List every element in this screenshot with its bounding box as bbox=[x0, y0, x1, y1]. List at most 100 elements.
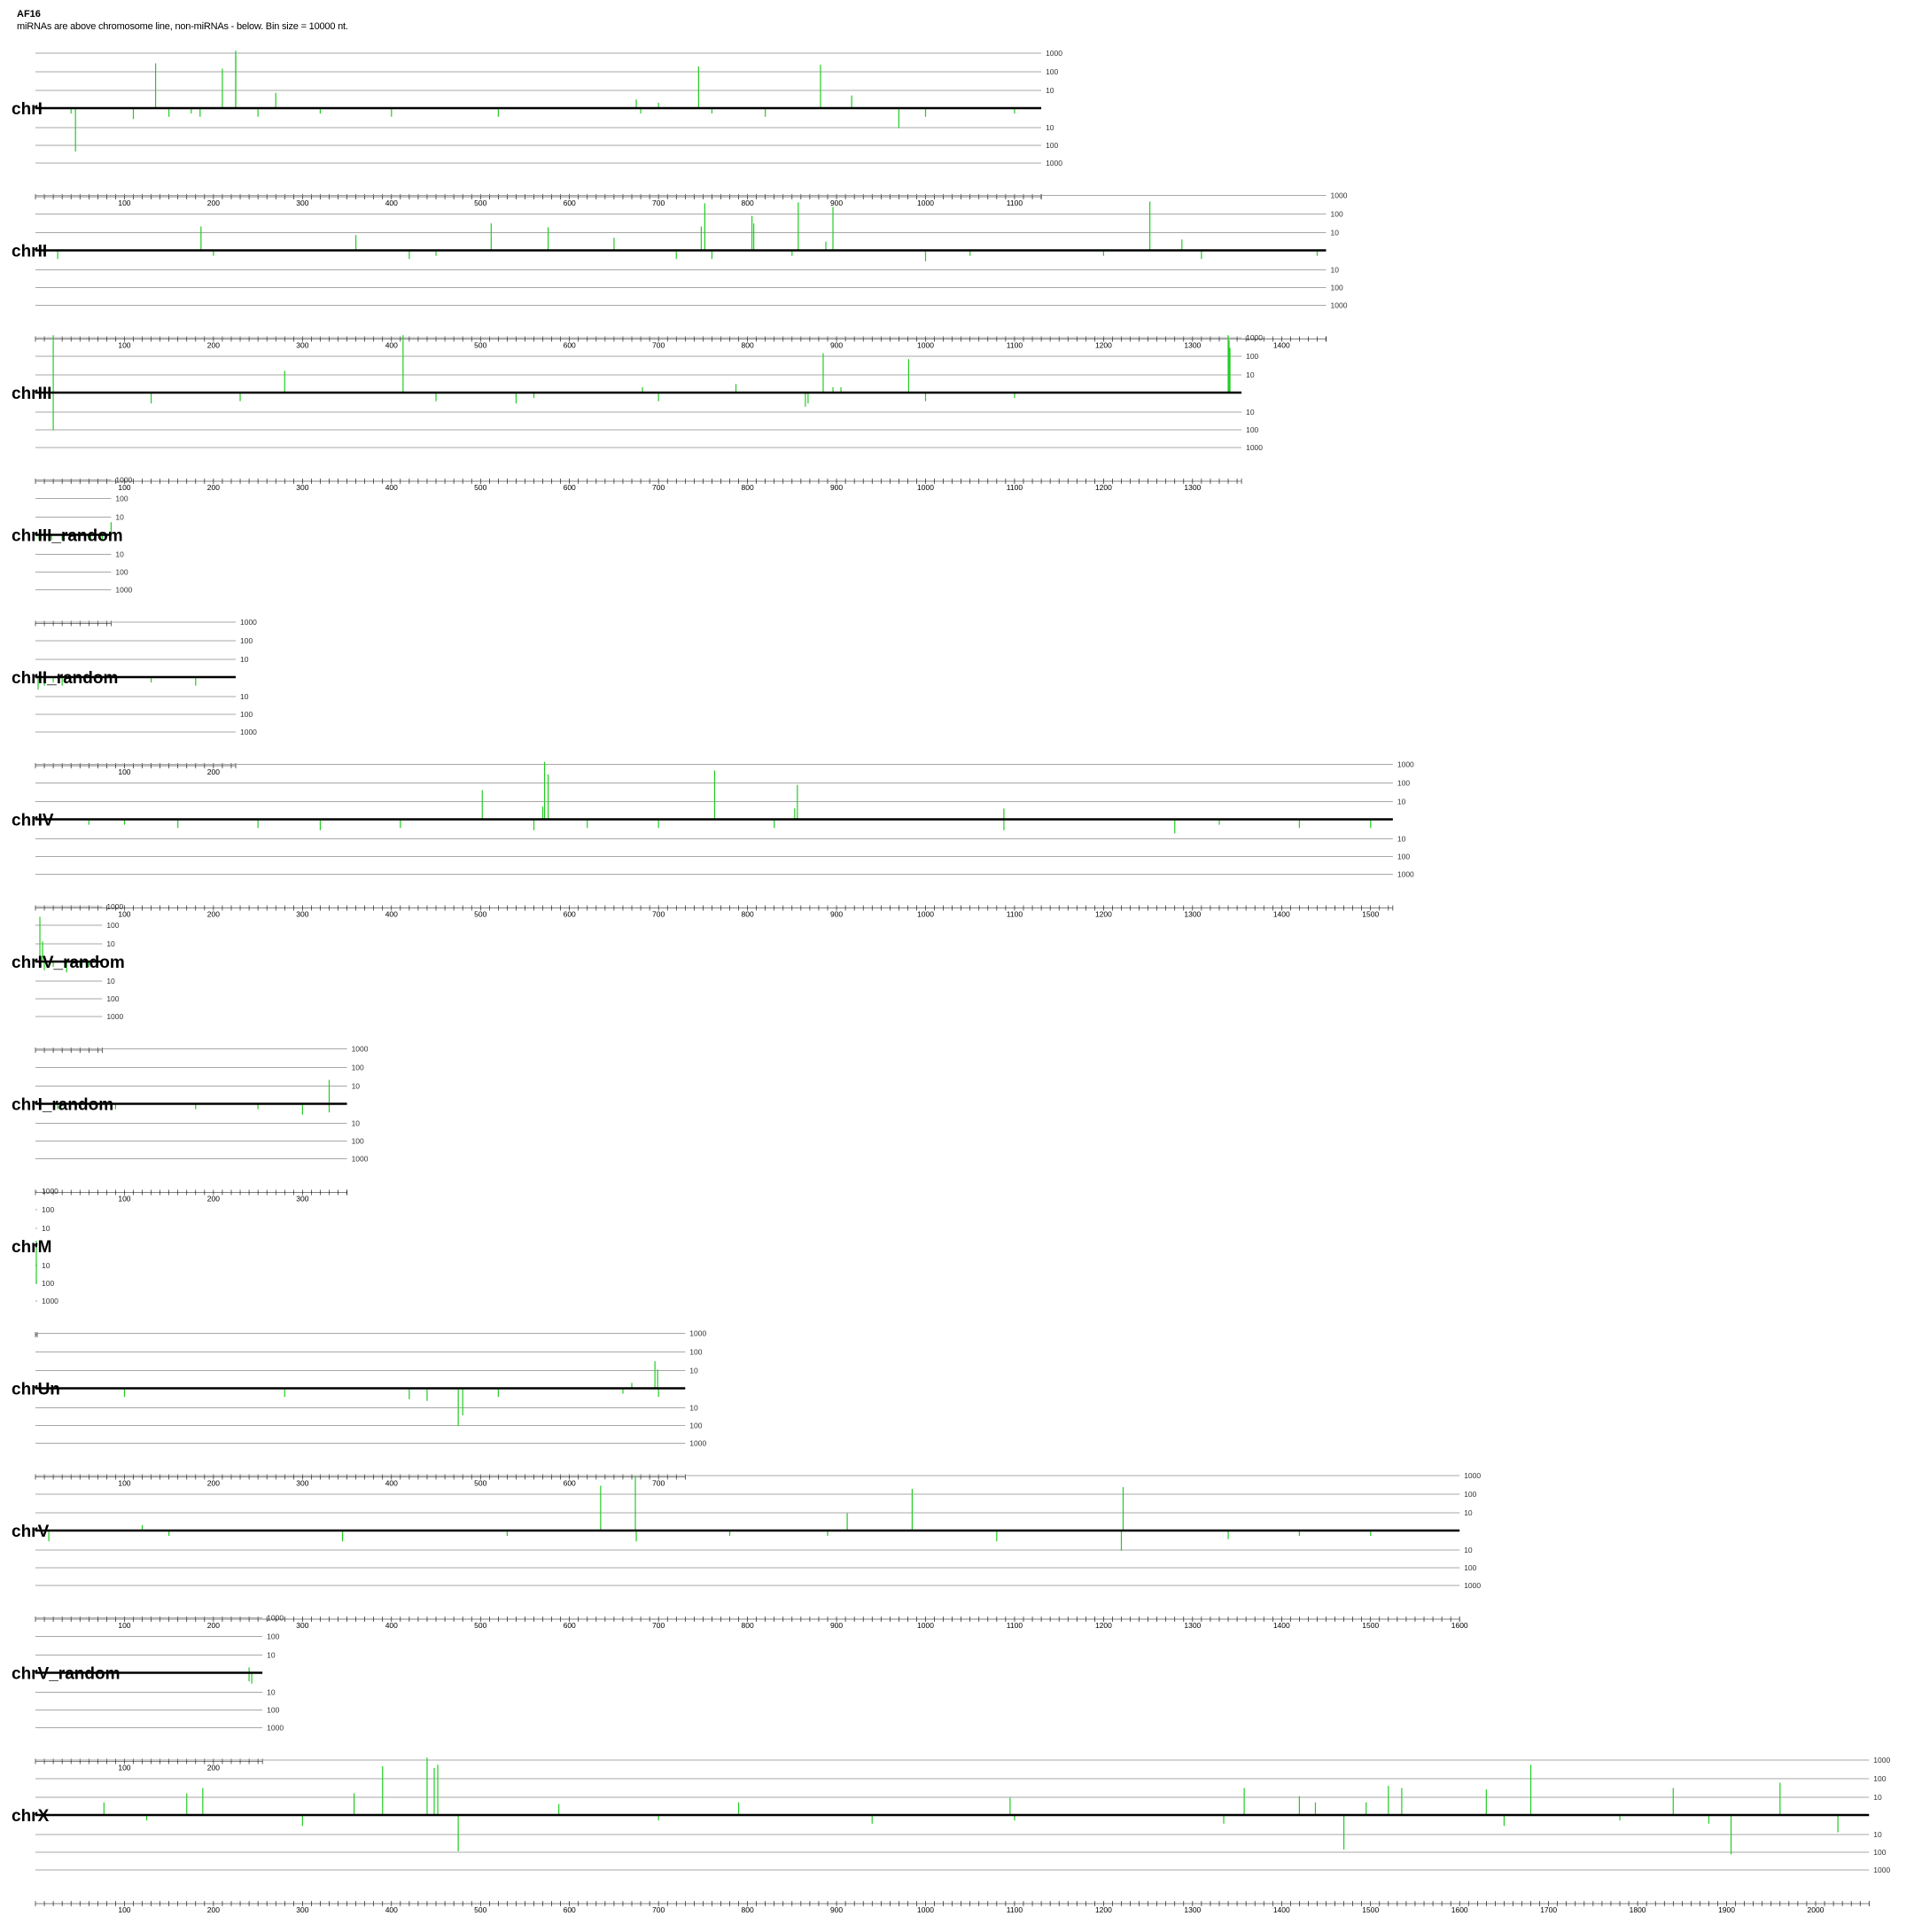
tick-label: 600 bbox=[564, 1905, 576, 1914]
level-label: 1000 bbox=[42, 1187, 58, 1196]
tick-label: 200 bbox=[207, 910, 220, 919]
tick-label: 900 bbox=[830, 199, 843, 207]
tick-label: 500 bbox=[474, 1621, 486, 1630]
chromosome-panel: 1000 100 10 10 100 1000 chrX 100 200 300 400 500 600… bbox=[12, 1756, 1890, 1914]
tick-label: 300 bbox=[296, 199, 308, 207]
tick-label: 400 bbox=[385, 910, 398, 919]
level-label: 100 bbox=[1464, 1563, 1476, 1572]
level-label: 100 bbox=[115, 568, 128, 577]
level-label: 10 bbox=[1246, 370, 1255, 379]
level-label: 10 bbox=[1464, 1508, 1473, 1517]
level-label: 1000 bbox=[240, 728, 257, 736]
tick-label: 1300 bbox=[1184, 1905, 1201, 1914]
level-label: 1000 bbox=[1397, 870, 1414, 879]
level-label: 10 bbox=[1331, 266, 1340, 275]
tick-label: 700 bbox=[652, 341, 665, 350]
level-label: 1000 bbox=[1464, 1581, 1481, 1590]
tick-label: 2000 bbox=[1808, 1905, 1825, 1914]
level-label: 100 bbox=[106, 921, 119, 930]
tick-label: 1200 bbox=[1095, 1621, 1112, 1630]
level-label: 100 bbox=[1397, 779, 1410, 788]
tick-label: 800 bbox=[742, 1621, 754, 1630]
chromosome-panel: 1000 100 10 10 100 1000 chrII_random 100 200 bbox=[12, 618, 257, 776]
level-label: 1000 bbox=[689, 1439, 706, 1448]
tick-label: 300 bbox=[296, 341, 308, 350]
level-label: 10 bbox=[240, 655, 249, 664]
level-label: 100 bbox=[267, 1632, 279, 1641]
tick-label: 900 bbox=[830, 1621, 843, 1630]
tick-label: 1500 bbox=[1362, 1621, 1379, 1630]
tick-label: 200 bbox=[207, 767, 220, 776]
tick-label: 100 bbox=[118, 910, 130, 919]
tick-label: 1000 bbox=[917, 1621, 934, 1630]
tick-label: 500 bbox=[474, 341, 486, 350]
tick-label: 100 bbox=[118, 1195, 130, 1204]
level-label: 1000 bbox=[1464, 1471, 1481, 1480]
level-label: 1000 bbox=[1397, 760, 1414, 769]
tick-label: 600 bbox=[564, 1479, 576, 1488]
level-label: 10 bbox=[267, 1651, 276, 1660]
tick-label: 800 bbox=[742, 910, 754, 919]
chromosome-name: chrIII bbox=[12, 385, 51, 403]
chromosome-panel: 1000 100 10 10 100 1000 chrM bbox=[12, 1187, 58, 1337]
tick-label: 400 bbox=[385, 341, 398, 350]
tick-label: 1000 bbox=[917, 483, 934, 492]
level-label: 100 bbox=[1873, 1848, 1886, 1857]
tick-label: 500 bbox=[474, 910, 486, 919]
chromosome-panel: 1000 100 10 10 100 1000 chrV_random 100 200 bbox=[12, 1614, 284, 1772]
tick-label: 1500 bbox=[1362, 910, 1379, 919]
level-label: 10 bbox=[42, 1224, 51, 1233]
level-label: 1000 bbox=[267, 1614, 284, 1623]
tick-label: 100 bbox=[118, 341, 130, 350]
tick-label: 200 bbox=[207, 1905, 220, 1914]
chart-subtitle: miRNAs are above chromosome line, non-mi… bbox=[17, 21, 348, 32]
level-label: 10 bbox=[106, 977, 115, 985]
tick-label: 500 bbox=[474, 199, 486, 207]
level-label: 10 bbox=[352, 1119, 361, 1128]
tick-label: 1300 bbox=[1184, 341, 1201, 350]
tick-label: 1100 bbox=[1007, 910, 1023, 919]
level-label: 1000 bbox=[240, 618, 257, 627]
tick-label: 1000 bbox=[917, 1905, 934, 1914]
level-label: 1000 bbox=[1246, 443, 1263, 452]
level-label: 10 bbox=[115, 550, 124, 559]
tick-label: 600 bbox=[564, 1621, 576, 1630]
tick-label: 200 bbox=[207, 341, 220, 350]
level-label: 10 bbox=[1046, 86, 1054, 95]
chromosome-name: chrIII_random bbox=[12, 527, 123, 546]
level-label: 1000 bbox=[352, 1155, 369, 1164]
chromosome-name: chrX bbox=[12, 1807, 50, 1826]
level-label: 10 bbox=[1046, 123, 1054, 132]
tick-label: 900 bbox=[830, 341, 843, 350]
chromosome-panel: 1000 100 10 10 100 1000 chrII 100 200 300 400 500 60… bbox=[12, 191, 1348, 350]
chromosome-name: chrV_random bbox=[12, 1665, 120, 1684]
tick-label: 1900 bbox=[1718, 1905, 1735, 1914]
chromosome-name: chrI bbox=[12, 100, 43, 119]
tick-label: 1200 bbox=[1095, 341, 1112, 350]
tick-label: 400 bbox=[385, 1905, 398, 1914]
level-label: 100 bbox=[352, 1137, 364, 1146]
level-label: 1000 bbox=[1046, 49, 1062, 58]
level-label: 10 bbox=[240, 692, 249, 701]
chromosome-panel: 1000 100 10 10 100 1000 chrUn 100 200 300 400 500 60… bbox=[12, 1329, 706, 1488]
level-label: 100 bbox=[1331, 210, 1343, 219]
level-label: 1000 bbox=[1246, 333, 1263, 342]
tick-label: 1200 bbox=[1095, 910, 1112, 919]
tick-label: 700 bbox=[652, 1621, 665, 1630]
tick-label: 300 bbox=[296, 1621, 308, 1630]
chromosome-name: chrUn bbox=[12, 1381, 60, 1399]
tick-label: 200 bbox=[207, 1479, 220, 1488]
chromosome-name: chrM bbox=[12, 1238, 51, 1257]
tick-label: 800 bbox=[742, 341, 754, 350]
tick-label: 200 bbox=[207, 1195, 220, 1204]
level-label: 1000 bbox=[106, 902, 123, 911]
tick-label: 600 bbox=[564, 341, 576, 350]
level-label: 10 bbox=[1331, 229, 1340, 238]
tick-label: 100 bbox=[118, 483, 130, 492]
level-label: 1000 bbox=[267, 1724, 284, 1733]
level-label: 100 bbox=[1464, 1490, 1476, 1499]
level-label: 10 bbox=[1873, 1830, 1882, 1839]
tick-label: 1800 bbox=[1630, 1905, 1646, 1914]
